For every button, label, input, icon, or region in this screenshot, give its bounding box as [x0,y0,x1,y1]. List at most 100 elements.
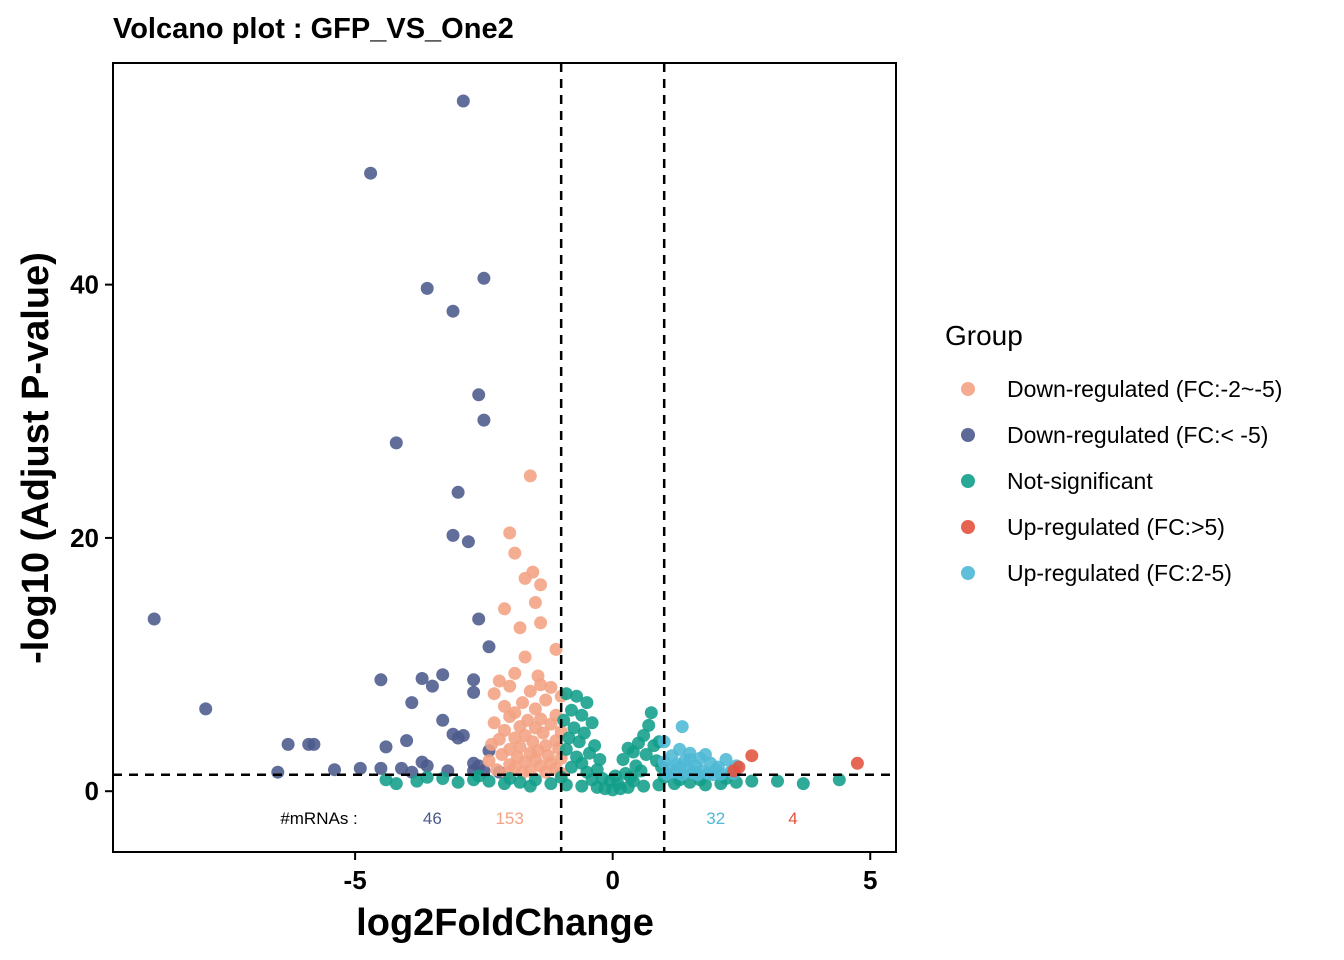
data-point [698,748,712,761]
data-point [389,436,403,450]
data-point [745,774,759,788]
data-point [395,761,408,775]
data-point [657,755,671,769]
data-point [147,612,161,626]
data-point [639,748,653,761]
data-point [451,775,465,789]
data-point [446,528,460,542]
data-point [518,571,532,585]
data-point [613,782,627,796]
data-point [570,689,584,703]
legend-marker [961,520,975,534]
data-point [451,731,465,745]
data-point [477,271,491,285]
count-value: 4 [788,809,797,828]
y-tick-label: 20 [70,523,99,553]
data-point [575,779,589,793]
data-point [410,774,424,788]
data-point [451,485,465,499]
data-point [508,546,522,560]
data-point [482,754,496,768]
data-point [461,535,475,549]
data-point [513,621,527,635]
data-point [673,760,687,774]
data-point [539,693,553,707]
data-point [307,737,321,751]
plot-area [113,63,896,852]
x-axis: -5 0 5 [344,852,877,895]
data-point [534,616,548,630]
data-point [583,746,596,760]
data-point [565,760,578,774]
data-point [498,699,511,713]
data-point [534,678,548,692]
data-point [580,696,594,710]
data-point [485,737,499,751]
data-point [575,708,589,722]
data-point [490,763,504,777]
data-point [585,716,599,730]
mrna-counts: #mRNAs : 46 153 32 4 [280,809,797,828]
legend-marker [961,382,975,396]
data-point [559,687,573,701]
series-2 [379,687,846,797]
data-point [771,774,784,788]
y-tick-label: 40 [70,270,99,300]
data-point [539,765,553,779]
data-point [487,687,501,701]
data-point [549,642,563,656]
data-point [405,696,419,710]
data-point [503,679,517,693]
data-point [624,770,638,784]
data-point [562,731,576,745]
data-point [482,640,496,654]
data-point [513,775,527,789]
chart-title: Volcano plot : GFP_VS_One2 [113,13,514,45]
data-point [328,763,341,777]
data-point [637,779,651,793]
data-point [374,673,388,687]
data-point [482,774,496,788]
data-point [425,679,439,693]
count-prefix-label: #mRNAs : [280,809,357,828]
data-point [528,702,542,716]
data-point [528,596,542,609]
legend-entry-label: Down-regulated (FC:< -5) [1007,422,1268,448]
series-3 [657,720,743,782]
data-point [472,769,486,783]
plot-border [112,62,897,853]
data-point [353,761,367,775]
data-point [436,668,450,682]
data-point [523,469,537,483]
data-point [593,753,607,766]
data-point [456,94,470,108]
legend-marker [961,566,975,580]
data-point [544,717,558,731]
data-point [364,166,378,180]
data-point [271,765,285,779]
data-point [420,759,434,773]
data-point [420,770,434,784]
data-point [536,726,550,740]
data-point [477,413,491,427]
data-point [389,777,403,791]
x-tick-label: 0 [605,865,619,895]
data-point [446,304,460,318]
series-4 [727,749,864,778]
data-point [199,702,213,716]
data-point [495,748,509,761]
data-point [585,773,599,787]
data-point [516,696,529,710]
data-point [503,772,517,785]
data-point [727,764,741,778]
data-point [472,612,486,626]
data-point [709,763,723,777]
data-point [523,684,537,698]
data-point [415,672,429,685]
data-point [281,737,295,751]
legend-entry-label: Down-regulated (FC:-2~-5) [1007,376,1282,402]
legend-entry-label: Not-significant [1007,468,1153,494]
data-point [400,734,414,748]
data-point [503,710,517,723]
